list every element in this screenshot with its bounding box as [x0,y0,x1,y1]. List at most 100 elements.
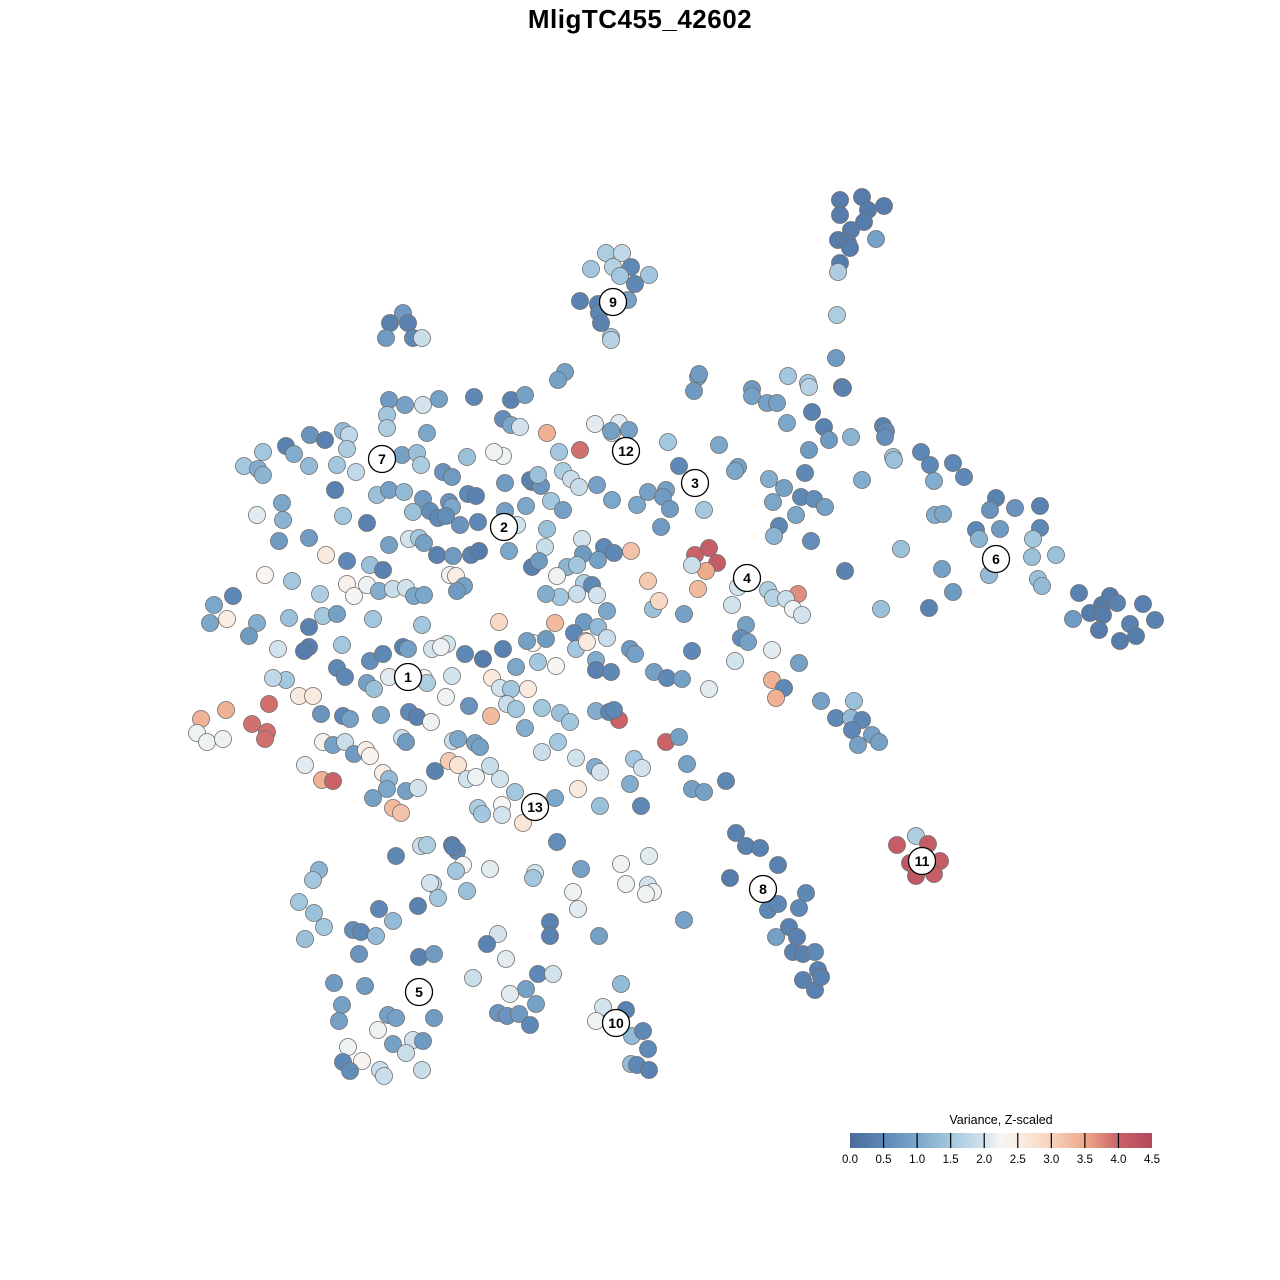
data-point [521,1016,539,1034]
data-point [381,314,399,332]
data-point [1134,595,1152,613]
data-point [1023,548,1041,566]
data-point [470,542,488,560]
data-point [296,756,314,774]
colorbar-title: Variance, Z-scaled [949,1113,1052,1127]
data-point [533,699,551,717]
data-point [491,770,509,788]
data-point [254,466,272,484]
data-point [378,419,396,437]
data-point [925,472,943,490]
data-point [550,443,568,461]
data-point [447,862,465,880]
data-point [467,487,485,505]
data-point [533,743,551,761]
data-point [444,547,462,565]
data-point [471,738,489,756]
data-point [449,756,467,774]
data-point [364,610,382,628]
data-point [590,927,608,945]
data-point [603,491,621,509]
data-point [369,1021,387,1039]
cluster-label-2: 2 [489,512,519,542]
data-point [511,418,529,436]
data-point [254,443,272,461]
data-point [415,586,433,604]
cluster-label-11: 11 [907,846,937,876]
data-point [650,592,668,610]
data-point [214,730,232,748]
data-point [775,479,793,497]
data-point [410,948,428,966]
data-point [399,640,417,658]
svg-text:12: 12 [618,443,634,459]
data-point [456,645,474,663]
data-point [568,585,586,603]
data-point [834,379,852,397]
data-point [800,441,818,459]
data-point [311,585,329,603]
data-point [336,668,354,686]
data-point [437,507,455,525]
data-point [449,730,467,748]
data-point [554,501,572,519]
data-point [571,441,589,459]
data-point [769,856,787,874]
data-point [524,869,542,887]
data-point [496,474,514,492]
data-point [413,329,431,347]
data-point [1111,632,1129,650]
cluster-label-10: 10 [601,1008,631,1038]
data-point [542,492,560,510]
data-point [421,874,439,892]
data-point [723,596,741,614]
data-point [802,532,820,550]
data-point [409,897,427,915]
data-point [944,454,962,472]
data-point [530,552,548,570]
data-point [458,448,476,466]
data-point [836,562,854,580]
data-point [820,431,838,449]
svg-text:11: 11 [915,853,930,869]
data-point [1094,606,1112,624]
data-point [602,422,620,440]
data-point [1024,530,1042,548]
data-point [374,561,392,579]
data-point [465,388,483,406]
data-point [547,657,565,675]
data-point [527,995,545,1013]
data-point [537,630,555,648]
data-point [374,645,392,663]
data-point [482,707,500,725]
data-point [598,602,616,620]
data-point [639,483,657,501]
data-point [853,471,871,489]
data-point [264,669,282,687]
data-point [529,466,547,484]
data-point [341,710,359,728]
svg-text:6: 6 [992,551,1000,567]
data-point [361,747,379,765]
data-point [490,613,508,631]
data-point [380,536,398,554]
data-point [494,640,512,658]
data-point [587,661,605,679]
data-point [981,501,999,519]
data-point [1146,611,1164,629]
data-point [467,768,485,786]
data-point [377,329,395,347]
data-point [549,371,567,389]
data-point [764,493,782,511]
data-point [397,733,415,751]
svg-text:8: 8 [759,881,767,897]
data-point [605,544,623,562]
data-point [1033,577,1051,595]
data-point [305,904,323,922]
data-point [317,546,335,564]
data-point [387,847,405,865]
data-point [885,451,903,469]
data-point [541,927,559,945]
data-point [678,755,696,773]
